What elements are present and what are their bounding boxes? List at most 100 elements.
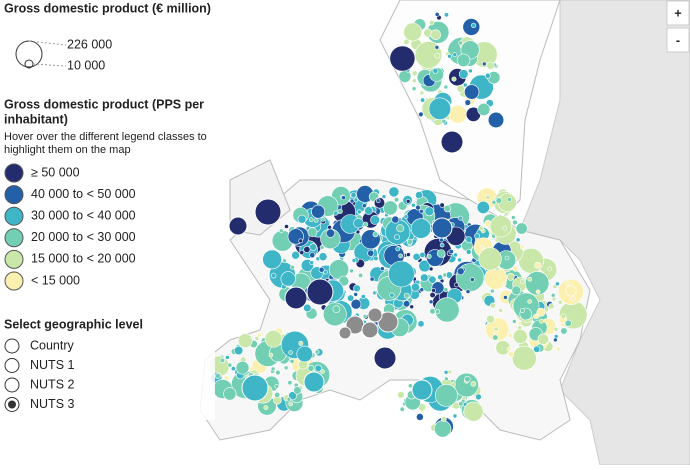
region-bubble[interactable]	[511, 319, 517, 324]
region-bubble[interactable]	[560, 322, 565, 327]
region-bubble[interactable]	[235, 360, 250, 375]
region-bubble[interactable]	[430, 29, 442, 41]
region-bubble[interactable]	[353, 284, 361, 293]
region-bubble[interactable]	[503, 295, 508, 300]
region-bubble[interactable]	[375, 198, 381, 203]
region-bubble[interactable]	[403, 38, 410, 46]
region-bubble[interactable]	[452, 413, 458, 419]
region-bubble[interactable]	[453, 252, 458, 258]
region-bubble[interactable]	[388, 260, 415, 288]
region-bubble[interactable]	[439, 242, 445, 248]
region-bubble[interactable]	[284, 224, 289, 229]
region-bubble-na[interactable]	[361, 321, 379, 339]
region-bubble[interactable]	[403, 292, 410, 299]
region-bubble[interactable]	[411, 70, 418, 77]
region-bubble[interactable]	[373, 255, 379, 262]
region-bubble[interactable]	[448, 249, 454, 255]
radio[interactable]	[4, 338, 20, 354]
region-bubble[interactable]	[564, 319, 572, 327]
region-bubble[interactable]	[533, 313, 539, 320]
region-bubble[interactable]	[384, 219, 411, 245]
region-bubble[interactable]	[444, 376, 449, 382]
region-bubble[interactable]	[511, 345, 537, 371]
region-bubble[interactable]	[282, 258, 287, 264]
zoom-out-label[interactable]: -	[676, 33, 680, 47]
region-bubble[interactable]	[309, 243, 317, 251]
region-bubble[interactable]	[237, 333, 253, 349]
region-bubble[interactable]	[347, 294, 355, 302]
region-bubble[interactable]	[440, 130, 464, 154]
region-bubble[interactable]	[325, 228, 335, 238]
region-bubble[interactable]	[443, 12, 449, 18]
region-bubble[interactable]	[314, 364, 322, 372]
region-bubble[interactable]	[478, 225, 484, 231]
region-bubble[interactable]	[356, 209, 362, 215]
region-bubble[interactable]	[286, 396, 292, 402]
region-bubble[interactable]	[303, 371, 325, 393]
region-bubble[interactable]	[508, 351, 515, 358]
region-bubble[interactable]	[431, 217, 453, 239]
region-bubble[interactable]	[506, 272, 515, 281]
zoom-in-label[interactable]: +	[674, 6, 681, 20]
region-bubble[interactable]	[485, 195, 491, 200]
region-bubble[interactable]	[476, 200, 490, 214]
region-bubble[interactable]	[437, 274, 443, 281]
region-bubble[interactable]	[299, 250, 305, 255]
region-bubble[interactable]	[394, 234, 400, 240]
region-bubble[interactable]	[452, 52, 458, 57]
zoom-out[interactable]	[666, 27, 690, 53]
region-bubble[interactable]	[407, 383, 413, 389]
legend-label[interactable]: < 15 000	[31, 273, 80, 287]
region-bubble[interactable]	[274, 384, 280, 389]
radio-dot[interactable]	[8, 400, 16, 409]
region-bubble[interactable]	[552, 284, 558, 289]
region-bubble[interactable]	[481, 61, 487, 67]
region-bubble[interactable]	[426, 254, 432, 259]
region-bubble[interactable]	[274, 391, 281, 398]
region-bubble[interactable]	[381, 194, 387, 199]
region-bubble[interactable]	[249, 366, 254, 371]
region-bubble[interactable]	[369, 276, 375, 282]
region-bubble[interactable]	[489, 302, 496, 309]
region-bubble[interactable]	[306, 278, 334, 306]
region-bubble[interactable]	[364, 206, 373, 215]
region-bubble[interactable]	[495, 197, 503, 204]
region-bubble[interactable]	[451, 76, 457, 82]
region-bubble[interactable]	[234, 345, 244, 356]
region-bubble[interactable]	[420, 97, 426, 103]
region-bubble[interactable]	[313, 218, 319, 223]
region-bubble[interactable]	[406, 252, 411, 257]
region-bubble[interactable]	[560, 313, 567, 320]
region-bubble[interactable]	[350, 192, 357, 199]
region-bubble[interactable]	[362, 313, 368, 319]
region-bubble[interactable]	[478, 247, 502, 271]
region-bubble[interactable]	[311, 204, 325, 219]
region-bubble[interactable]	[535, 289, 541, 295]
region-bubble[interactable]	[351, 258, 357, 263]
region-bubble[interactable]	[270, 366, 276, 372]
region-bubble[interactable]	[338, 275, 350, 287]
region-bubble[interactable]	[534, 261, 542, 269]
region-bubble[interactable]	[406, 238, 413, 245]
region-bubble[interactable]	[431, 288, 436, 293]
region-bubble[interactable]	[506, 346, 512, 352]
radio-label[interactable]: NUTS 2	[30, 377, 75, 391]
region-bubble[interactable]	[435, 309, 441, 315]
region-bubble[interactable]	[318, 252, 328, 262]
region-bubble[interactable]	[332, 305, 341, 314]
region-bubble[interactable]	[457, 257, 462, 263]
region-bubble[interactable]	[533, 345, 541, 353]
region-bubble[interactable]	[465, 249, 472, 255]
region-bubble[interactable]	[507, 333, 513, 338]
zoom-in[interactable]	[666, 0, 690, 26]
region-bubble[interactable]	[419, 209, 424, 214]
region-bubble[interactable]	[502, 225, 508, 231]
region-bubble[interactable]	[447, 53, 452, 59]
legend-swatch[interactable]	[4, 271, 24, 291]
region-bubble[interactable]	[350, 298, 362, 310]
region-bubble[interactable]	[289, 264, 295, 270]
legend-swatch[interactable]	[4, 206, 24, 226]
region-bubble[interactable]	[447, 369, 453, 375]
region-bubble[interactable]	[434, 420, 452, 438]
region-bubble[interactable]	[275, 369, 281, 376]
